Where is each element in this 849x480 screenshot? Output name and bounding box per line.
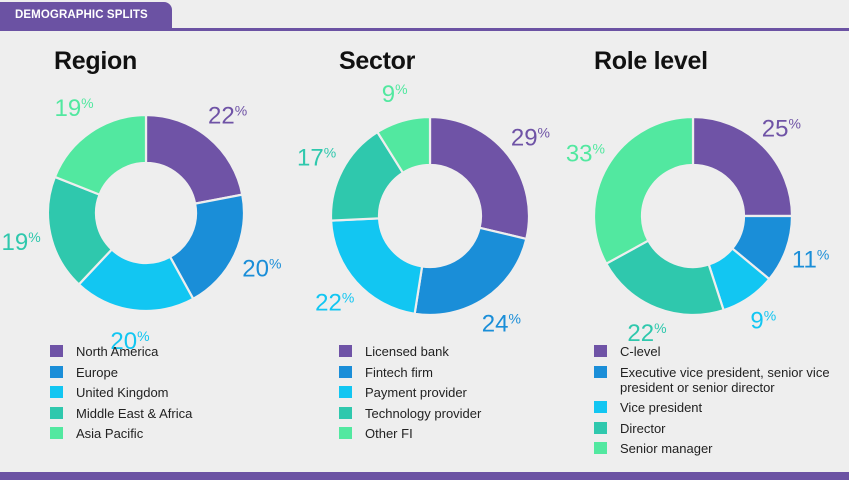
legend-swatch — [339, 386, 352, 398]
legend-swatch — [339, 345, 352, 357]
legend-sector: Licensed bank Fintech firm Payment provide… — [339, 344, 481, 447]
chart-title-role-level: Role level — [594, 47, 708, 75]
legend-item-middle-east-africa: Middle East & Africa — [50, 406, 192, 421]
chart-title-sector: Sector — [339, 47, 416, 75]
section-header-tab: DEMOGRAPHIC SPLITS — [0, 2, 172, 28]
data-label-vice-president: 9% — [750, 307, 776, 334]
legend-label: Asia Pacific — [76, 426, 144, 441]
section-header-label: DEMOGRAPHIC SPLITS — [15, 9, 148, 21]
legend-item-director: Director — [594, 421, 834, 436]
legend-item-asia-pacific: Asia Pacific — [50, 426, 192, 441]
slice-licensed-bank — [428, 115, 531, 241]
legend-swatch — [50, 386, 63, 398]
data-label-licensed-bank: 29% — [511, 125, 550, 152]
legend-swatch — [594, 365, 607, 378]
legend-label: North America — [76, 344, 159, 359]
slice-other-fi — [375, 115, 432, 175]
legend-label: Licensed bank — [365, 344, 449, 359]
legend-label: Europe — [76, 364, 118, 380]
chart-title-region: Region — [54, 47, 137, 75]
legend-label: Executive vice president, senior vice pr… — [620, 364, 830, 395]
data-label-technology-provider: 17% — [297, 145, 336, 172]
footer-band — [0, 472, 849, 480]
legend-swatch — [594, 401, 607, 413]
legend-swatch — [50, 406, 63, 419]
legend-label: Fintech firm — [365, 364, 433, 380]
legend-role-level: C-level Executive vice president, senior … — [594, 344, 834, 462]
legend-label: United Kingdom — [76, 385, 169, 400]
slice-c-level — [691, 115, 794, 218]
legend-item-europe: Europe — [50, 365, 192, 380]
legend-swatch — [594, 421, 607, 434]
legend-swatch — [339, 406, 352, 419]
legend-swatch — [50, 345, 63, 357]
data-label-other-fi: 9% — [382, 81, 408, 108]
legend-swatch — [50, 365, 63, 378]
legend-item-vice-president: Vice president — [594, 400, 834, 415]
legend-label: Technology provider — [365, 405, 482, 421]
slice-director — [604, 239, 725, 317]
legend-label: Vice president — [620, 400, 703, 415]
slice-asia-pacific — [53, 113, 148, 197]
slice-senior-manager — [592, 115, 695, 266]
legend-label: Payment provider — [365, 385, 467, 400]
legend-item-c-level: C-level — [594, 344, 834, 359]
legend-item-fintech-firm: Fintech firm — [339, 365, 481, 380]
legend-item-technology-provider: Technology provider — [339, 406, 481, 421]
slice-north-america — [144, 113, 244, 205]
legend-label: Director — [620, 420, 666, 436]
slice-payment-provider — [329, 217, 424, 316]
data-label-senior-manager: 33% — [566, 140, 605, 167]
legend-swatch — [594, 442, 607, 454]
legend-item-north-america: North America — [50, 344, 192, 359]
legend-swatch — [50, 427, 63, 439]
legend-item-executive-vice-president-senior-vice-pre: Executive vice president, senior vice pr… — [594, 365, 834, 395]
legend-label: Middle East & Africa — [76, 405, 193, 421]
legend-swatch — [339, 427, 352, 439]
legend-swatch — [594, 345, 607, 357]
slice-fintech-firm — [413, 226, 528, 317]
legend-item-senior-manager: Senior manager — [594, 441, 834, 456]
header-rule — [0, 28, 849, 31]
legend-label: Other FI — [365, 426, 413, 441]
legend-item-other-fi: Other FI — [339, 426, 481, 441]
legend-item-payment-provider: Payment provider — [339, 385, 481, 400]
data-label-middle-east-africa: 19% — [2, 229, 41, 256]
data-label-executive-vice-president-senior-vice-president-or-senior-director: 11% — [792, 246, 829, 273]
legend-label: Senior manager — [620, 441, 713, 456]
legend-item-licensed-bank: Licensed bank — [339, 344, 481, 359]
data-label-c-level: 25% — [762, 116, 801, 143]
legend-item-united-kingdom: United Kingdom — [50, 385, 192, 400]
legend-label: C-level — [620, 344, 661, 359]
legend-region: North America Europe United Kingdom Middle … — [50, 344, 192, 447]
legend-swatch — [339, 365, 352, 378]
